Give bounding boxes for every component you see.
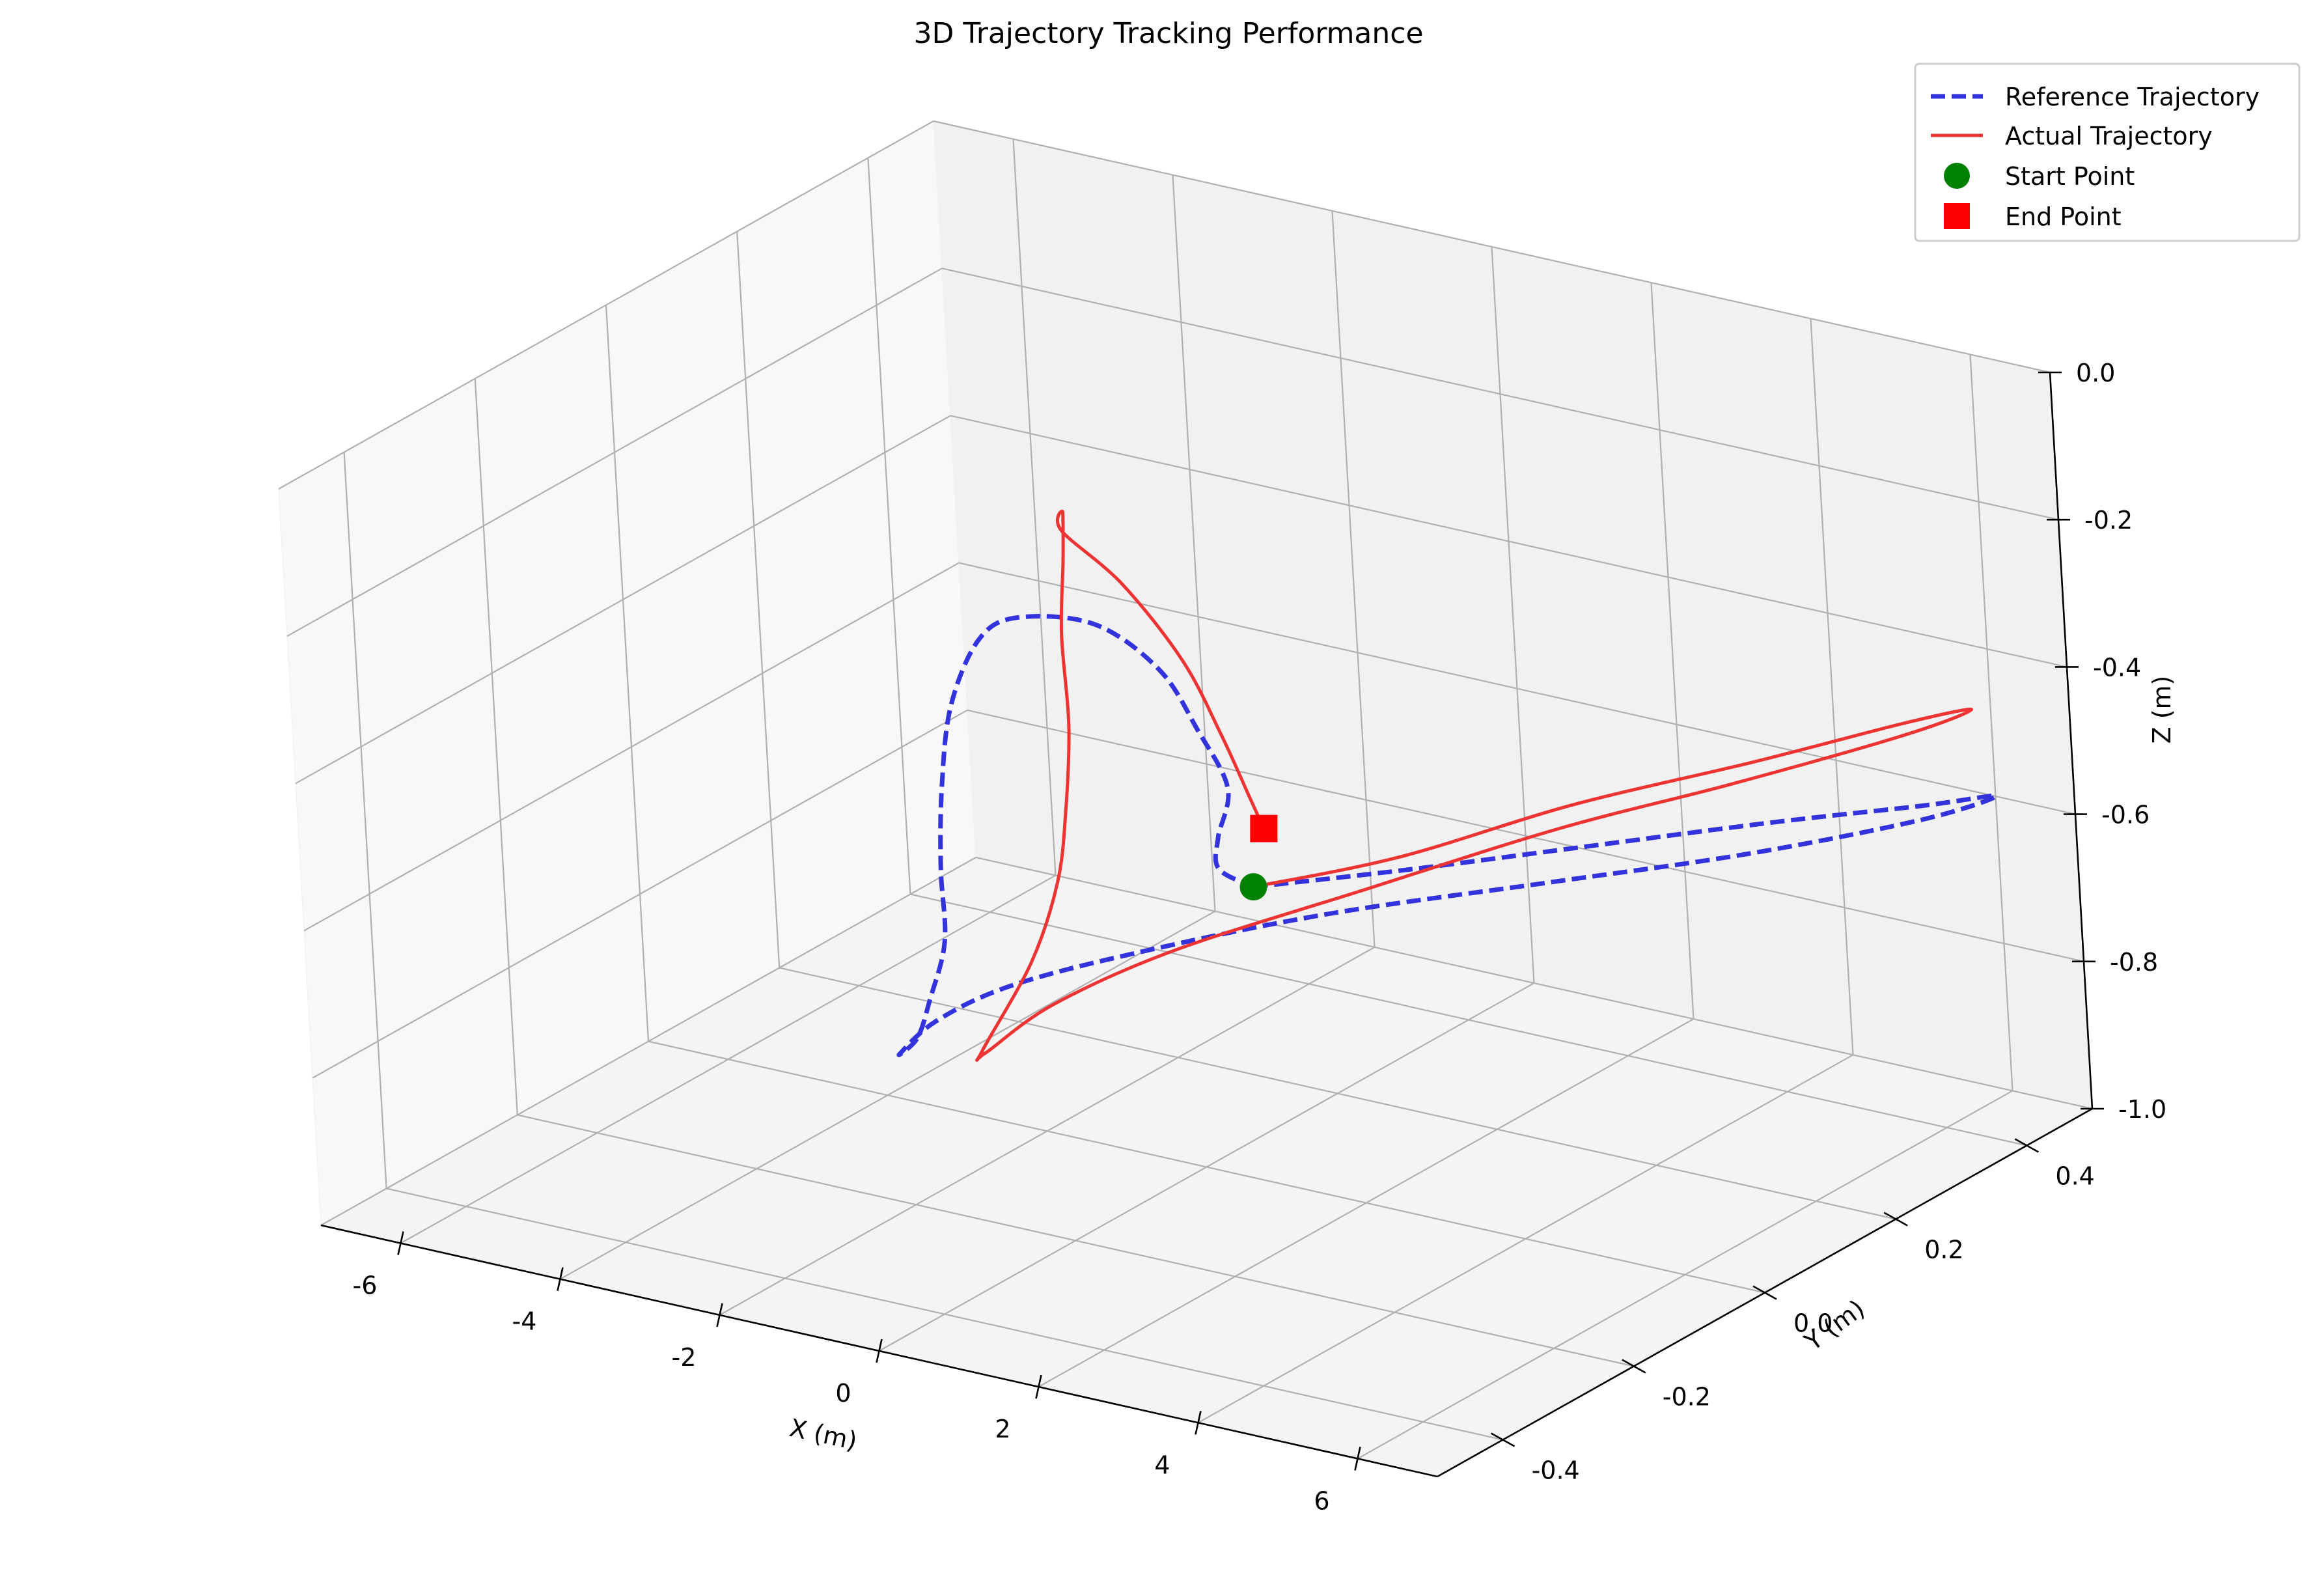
end-point-marker xyxy=(1250,814,1278,842)
y-tick-label: -0.2 xyxy=(1663,1383,1711,1411)
axes: -6 -4 -2 0 2 4 6 -0.4 -0.2 0.0 0.2 0.4 -1.0 -0.8 -0.6 -… xyxy=(320,359,2166,1515)
legend-label-start: Start Point xyxy=(2005,162,2135,191)
grid-z-back xyxy=(967,709,2084,962)
z-tick-label: 0.0 xyxy=(2076,359,2115,387)
y-tick-label: 0.2 xyxy=(1924,1236,1963,1264)
x-tick-mark xyxy=(397,1231,404,1255)
x-tick-label: -4 xyxy=(512,1307,537,1336)
data-series xyxy=(896,509,1999,1062)
grid-x-back xyxy=(1331,210,1376,947)
y-tick-mark xyxy=(1752,1285,1777,1300)
reference-trajectory-line xyxy=(896,613,1999,1057)
x-tick-label: -2 xyxy=(672,1343,697,1372)
legend-box xyxy=(1914,63,2301,242)
grid-x-back xyxy=(1172,174,1216,911)
grid-y-floor xyxy=(386,1188,1503,1441)
start-point-marker xyxy=(1239,873,1267,901)
x-tick-label: 2 xyxy=(995,1415,1010,1443)
y-tick-mark xyxy=(1490,1432,1515,1447)
grid-z-left xyxy=(320,857,976,1226)
grid-x-back xyxy=(1810,318,1854,1055)
grid-y-left xyxy=(474,378,518,1115)
grid-x-back xyxy=(1012,139,1057,876)
legend: Reference Trajectory Actual Trajectory S… xyxy=(1914,63,2301,242)
grid-x-back xyxy=(1969,354,2013,1091)
grid-z-left xyxy=(312,709,968,1079)
grid-y-left xyxy=(605,305,650,1042)
grid-z-back xyxy=(950,415,2068,668)
z-tick-label: -0.8 xyxy=(2110,948,2158,977)
x-axis-label: X (m) xyxy=(787,1413,860,1456)
grid-x-back xyxy=(1650,283,1695,1020)
grid-lines xyxy=(278,120,2093,1460)
x-tick-mark xyxy=(1035,1374,1042,1399)
y-tick-mark xyxy=(1622,1359,1646,1374)
legend-swatch-start xyxy=(1944,163,1970,189)
grid-y-floor xyxy=(910,893,2027,1146)
legend-label-actual: Actual Trajectory xyxy=(2005,122,2213,150)
x-tick-mark xyxy=(876,1339,883,1363)
legend-swatch-end xyxy=(1944,203,1970,229)
grid-y-floor xyxy=(648,1040,1765,1294)
grid-y-left xyxy=(343,452,387,1189)
actual-trajectory-line xyxy=(975,509,1973,1062)
z-tick-label: -0.6 xyxy=(2101,801,2150,829)
x-tick-label: 4 xyxy=(1154,1451,1170,1479)
grid-y-left xyxy=(867,158,911,895)
y-tick-label: -0.4 xyxy=(1532,1456,1580,1485)
grid-y-floor xyxy=(779,967,1896,1220)
x-tick-mark xyxy=(1354,1447,1361,1471)
grid-z-left xyxy=(303,562,960,932)
y-tick-mark xyxy=(2014,1138,2040,1153)
grid-y-left xyxy=(736,231,781,968)
grid-z-left xyxy=(295,415,951,785)
x-tick-label: 6 xyxy=(1314,1486,1329,1515)
x-tick-mark xyxy=(1195,1411,1202,1435)
y-tick-label: 0.0 xyxy=(1793,1309,1833,1338)
x-tick-mark xyxy=(557,1267,564,1291)
x-tick-label: -6 xyxy=(353,1271,378,1300)
z-tick-label: -1.0 xyxy=(2118,1095,2166,1124)
y-tick-label: 0.4 xyxy=(2055,1162,2094,1191)
grid-z-left xyxy=(278,120,934,490)
z-tick-label: -0.2 xyxy=(2084,506,2133,535)
y-tick-mark xyxy=(1883,1212,1908,1227)
chart-title: 3D Trajectory Tracking Performance xyxy=(913,17,1423,50)
y-axis-label: Y (m) xyxy=(1799,1294,1870,1357)
legend-label-end: End Point xyxy=(2005,202,2122,231)
grid-x-back xyxy=(1491,246,1535,984)
grid-z-back xyxy=(933,120,2051,374)
z-axis-label: Z (m) xyxy=(2148,676,2176,744)
grid-y-floor xyxy=(517,1114,1635,1367)
grid-z-left xyxy=(286,268,943,637)
z-tick-label: -0.4 xyxy=(2093,653,2141,682)
axis-panes xyxy=(278,120,2094,1477)
grid-z-back xyxy=(958,562,2076,815)
x-tick-label: 0 xyxy=(835,1379,851,1408)
x-tick-mark xyxy=(716,1303,723,1327)
z-axis-line xyxy=(2049,372,2094,1109)
legend-label-reference: Reference Trajectory xyxy=(2005,83,2260,111)
grid-z-back xyxy=(975,856,2093,1110)
grid-z-back xyxy=(941,268,2059,521)
